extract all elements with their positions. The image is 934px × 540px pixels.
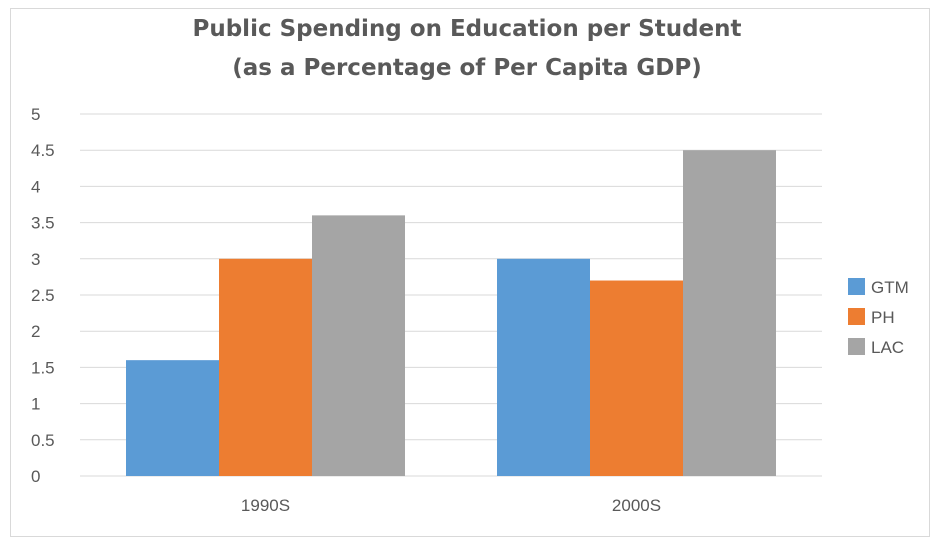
bar-lac-2000s [683,150,776,476]
bar-lac-1990s [312,215,405,477]
y-tick-label: 2 [31,322,40,341]
x-axis-ticks: 1990S 2000S [241,496,661,515]
y-tick-label: 2.5 [31,286,55,305]
legend: GTM PH LAC [848,278,909,357]
y-tick-label: 0 [31,467,40,486]
bars [126,150,776,477]
y-tick-label: 0.5 [31,431,55,450]
y-tick-label: 3.5 [31,214,55,233]
bar-ph-1990s [219,258,312,476]
y-tick-label: 1.5 [31,358,55,377]
chart-subtitle: (as a Percentage of Per Capita GDP) [232,55,702,81]
x-tick-label: 2000S [612,496,661,515]
y-tick-label: 4 [31,177,40,196]
y-tick-label: 4.5 [31,141,55,160]
chart-title: Public Spending on Education per Student [192,16,742,42]
bar-ph-2000s [590,280,683,476]
y-tick-label: 1 [31,395,40,414]
legend-swatch-ph [848,308,865,325]
legend-swatch-gtm [848,278,865,295]
legend-label-gtm: GTM [871,278,909,297]
x-tick-label: 1990S [241,496,290,515]
bar-gtm-2000s [497,258,590,476]
legend-label-ph: PH [871,308,895,327]
bar-gtm-1990s [126,360,219,476]
y-axis-ticks: 0 0.5 1 1.5 2 2.5 3 3.5 4 4.5 5 [31,105,55,486]
legend-label-lac: LAC [871,338,904,357]
y-tick-label: 3 [31,250,40,269]
legend-swatch-lac [848,338,865,355]
y-tick-label: 5 [31,105,40,124]
